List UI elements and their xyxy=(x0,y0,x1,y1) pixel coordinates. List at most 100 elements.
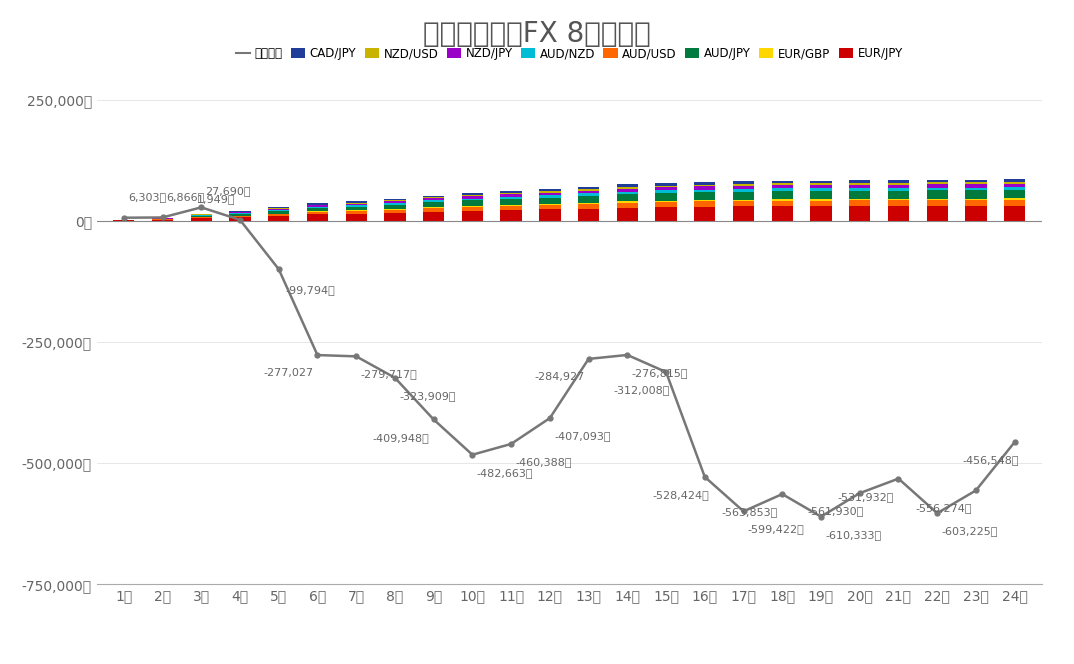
Bar xyxy=(1004,190,1026,199)
Bar xyxy=(423,196,445,197)
Bar xyxy=(346,201,367,203)
Bar xyxy=(694,201,715,207)
Bar xyxy=(1004,187,1026,190)
Bar xyxy=(927,199,948,200)
Text: -276,815円: -276,815円 xyxy=(632,368,688,378)
Bar xyxy=(578,203,599,204)
Bar xyxy=(927,179,948,183)
Bar xyxy=(927,206,948,220)
Bar xyxy=(500,199,522,205)
Bar xyxy=(346,204,367,205)
Bar xyxy=(500,206,522,210)
Bar xyxy=(230,212,250,213)
Bar xyxy=(423,197,445,199)
Bar xyxy=(771,185,793,189)
Bar xyxy=(655,201,677,202)
Bar xyxy=(423,212,445,220)
Text: トライオートFX 8通貨投賄: トライオートFX 8通貨投賄 xyxy=(423,20,651,48)
Bar xyxy=(539,195,561,198)
Bar xyxy=(888,201,909,206)
Bar xyxy=(384,213,406,220)
Bar xyxy=(771,207,793,220)
Bar xyxy=(655,183,677,186)
Bar xyxy=(694,182,715,185)
Bar xyxy=(850,188,870,191)
Bar xyxy=(655,191,677,193)
Bar xyxy=(268,214,289,216)
Bar xyxy=(655,187,677,191)
Bar xyxy=(578,208,599,220)
Bar xyxy=(230,217,250,220)
Bar xyxy=(462,193,483,195)
Bar xyxy=(500,197,522,199)
Bar xyxy=(850,191,870,199)
Bar xyxy=(694,193,715,200)
Bar xyxy=(423,203,445,207)
Bar xyxy=(462,195,483,197)
Bar xyxy=(966,199,987,200)
Bar xyxy=(384,203,406,205)
Text: -284,927: -284,927 xyxy=(534,372,584,382)
Bar xyxy=(539,198,561,204)
Bar xyxy=(500,194,522,197)
Bar xyxy=(771,199,793,201)
Bar xyxy=(462,211,483,220)
Bar xyxy=(888,206,909,220)
Text: -528,424円: -528,424円 xyxy=(652,490,709,500)
Bar xyxy=(616,194,638,201)
Bar xyxy=(771,189,793,191)
Bar xyxy=(966,200,987,206)
Bar xyxy=(462,199,483,201)
Bar xyxy=(927,185,948,188)
Text: -599,422円: -599,422円 xyxy=(748,525,804,535)
Bar xyxy=(307,208,328,211)
Bar xyxy=(1004,199,1026,200)
Bar xyxy=(888,199,909,201)
Bar xyxy=(811,183,831,185)
Bar xyxy=(732,192,754,199)
Bar xyxy=(423,208,445,212)
Bar xyxy=(888,183,909,185)
Bar xyxy=(539,205,561,209)
Bar xyxy=(462,201,483,206)
Bar xyxy=(268,210,289,214)
Legend: 現実利益, CAD/JPY, NZD/USD, NZD/JPY, AUD/NZD, AUD/USD, AUD/JPY, EUR/GBP, EUR/JPY: 現実利益, CAD/JPY, NZD/USD, NZD/JPY, AUD/NZD… xyxy=(231,42,908,65)
Bar xyxy=(888,188,909,191)
Bar xyxy=(578,187,599,189)
Bar xyxy=(850,201,870,206)
Bar xyxy=(384,199,406,201)
Bar xyxy=(500,210,522,220)
Bar xyxy=(694,189,715,193)
Bar xyxy=(462,197,483,199)
Bar xyxy=(771,201,793,207)
Bar xyxy=(346,203,367,204)
Bar xyxy=(732,207,754,220)
Bar xyxy=(966,191,987,199)
Bar xyxy=(268,216,289,220)
Bar xyxy=(966,206,987,220)
Bar xyxy=(850,206,870,220)
Text: -603,225円: -603,225円 xyxy=(942,527,998,537)
Text: -482,663円: -482,663円 xyxy=(477,468,533,478)
Bar xyxy=(694,185,715,187)
Bar xyxy=(655,193,677,201)
Bar xyxy=(500,191,522,193)
Bar xyxy=(268,207,289,208)
Bar xyxy=(616,189,638,191)
Bar xyxy=(539,209,561,220)
Bar xyxy=(1004,182,1026,184)
Text: -312,008円: -312,008円 xyxy=(614,385,670,395)
Bar xyxy=(423,207,445,208)
Text: -407,093円: -407,093円 xyxy=(554,431,610,441)
Bar xyxy=(927,188,948,191)
Bar xyxy=(346,205,367,207)
Bar xyxy=(384,205,406,209)
Text: -610,333円: -610,333円 xyxy=(825,530,882,540)
Bar xyxy=(927,183,948,185)
Bar xyxy=(616,185,638,187)
Bar xyxy=(811,181,831,183)
Bar xyxy=(694,187,715,189)
Bar xyxy=(384,210,406,213)
Bar xyxy=(850,180,870,183)
Bar xyxy=(966,179,987,183)
